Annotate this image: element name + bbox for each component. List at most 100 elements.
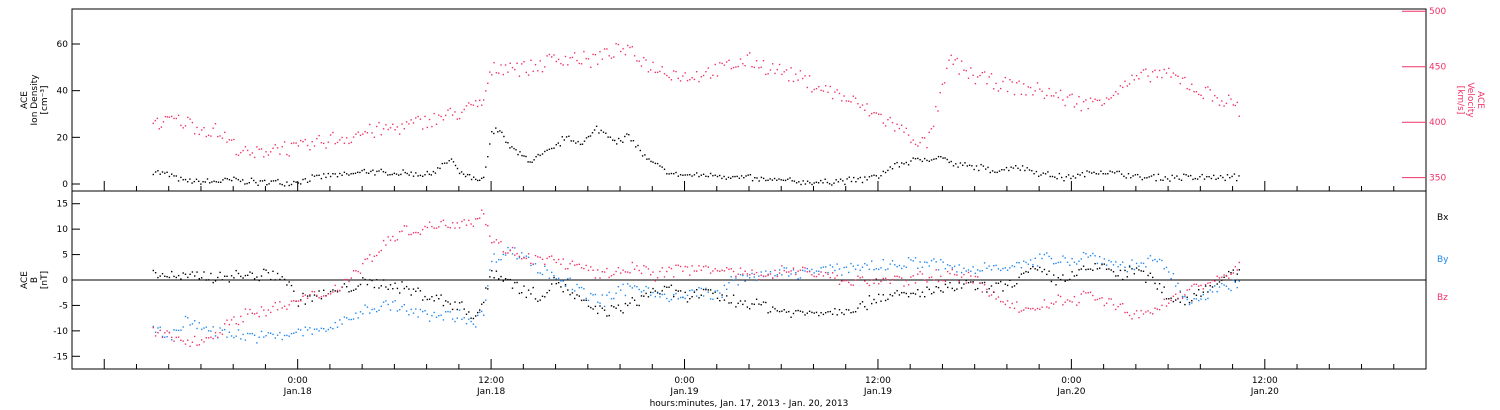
bx-point <box>1101 263 1103 266</box>
density-point <box>1233 173 1236 175</box>
velocity-point <box>873 112 875 114</box>
by-point <box>380 305 382 307</box>
bx-point <box>732 294 735 296</box>
density-point <box>499 130 501 132</box>
by-point <box>926 261 928 264</box>
bz-point <box>1034 309 1036 311</box>
velocity-point <box>182 127 184 129</box>
bx-point <box>891 295 894 297</box>
velocity-point <box>329 134 332 136</box>
by-point <box>498 258 500 261</box>
by-point <box>465 323 468 325</box>
bz-point <box>219 332 221 334</box>
density-point <box>515 149 517 151</box>
bx-point <box>1165 298 1168 300</box>
density-point <box>912 157 914 159</box>
density-point <box>393 172 395 174</box>
by-point <box>472 323 475 325</box>
density-point <box>1222 176 1224 179</box>
bx-point <box>914 293 917 295</box>
by-point <box>281 338 283 341</box>
bx-point <box>675 289 677 291</box>
bz-point <box>1223 274 1225 276</box>
by-point <box>578 287 580 289</box>
velocity-point <box>318 134 320 137</box>
bx-point <box>433 300 435 302</box>
bx-point <box>410 294 412 296</box>
density-point <box>994 171 996 173</box>
velocity-point <box>456 118 458 120</box>
velocity-point <box>963 69 965 71</box>
density-point <box>602 131 605 133</box>
bx-point <box>940 290 942 292</box>
velocity-point <box>422 128 424 130</box>
velocity-point <box>168 116 171 118</box>
bx-point <box>808 310 811 312</box>
density-point <box>646 158 648 160</box>
velocity-point <box>1073 106 1076 108</box>
bz-point <box>1216 275 1218 277</box>
density-point <box>1093 171 1095 173</box>
bz-point <box>500 240 502 243</box>
bz-point <box>960 276 963 278</box>
density-point <box>382 171 385 173</box>
bx-point <box>887 298 889 300</box>
density-point <box>880 175 882 177</box>
density-point <box>940 156 942 158</box>
density-point <box>901 162 903 164</box>
density-point <box>270 180 272 182</box>
bx-point <box>585 299 587 301</box>
by-point <box>1029 259 1032 261</box>
bx-point <box>309 295 311 297</box>
density-point <box>1134 174 1137 176</box>
velocity-point <box>1069 94 1071 96</box>
velocity-point <box>1126 85 1128 87</box>
velocity-point <box>166 116 169 118</box>
bz-point <box>935 269 937 271</box>
bx-point <box>152 269 154 272</box>
by-point <box>1145 266 1147 268</box>
density-point <box>417 175 419 177</box>
by-point <box>249 333 251 335</box>
bz-point <box>868 284 871 287</box>
bx-point <box>1062 274 1064 276</box>
density-point <box>575 142 577 144</box>
bx-point <box>1025 270 1027 273</box>
density-point <box>1114 172 1116 174</box>
bz-point <box>682 270 684 272</box>
by-point <box>1006 269 1009 271</box>
bz-point <box>677 264 679 266</box>
by-point <box>723 284 726 287</box>
by-point <box>161 335 164 338</box>
by-point <box>237 329 240 331</box>
bz-point <box>1099 297 1101 300</box>
by-point <box>903 265 905 267</box>
legend-bx: Bx <box>1437 213 1449 223</box>
by-point <box>868 268 871 270</box>
by-point <box>173 329 175 331</box>
by-point <box>744 280 746 282</box>
velocity-point <box>896 123 898 125</box>
bx-point <box>346 286 348 288</box>
velocity-point <box>910 141 912 143</box>
bz-point <box>187 339 189 341</box>
density-point <box>224 177 226 180</box>
bz-point <box>359 272 362 274</box>
by-point <box>1011 265 1013 267</box>
bx-point <box>1209 285 1211 287</box>
bz-point <box>1188 288 1191 291</box>
bz-point <box>253 313 256 315</box>
density-axis-label: ACE Ion Density [cm⁻³] <box>20 74 50 126</box>
density-point <box>740 175 743 177</box>
by-point <box>219 327 221 329</box>
velocity-point <box>848 100 850 102</box>
density-point <box>652 161 654 163</box>
density-point <box>996 171 998 174</box>
by-point <box>749 277 751 279</box>
bx-point <box>811 311 813 314</box>
velocity-point <box>950 54 952 56</box>
bz-point <box>691 265 693 267</box>
velocity-point <box>380 134 382 136</box>
by-point <box>677 298 679 300</box>
density-point <box>376 170 378 173</box>
